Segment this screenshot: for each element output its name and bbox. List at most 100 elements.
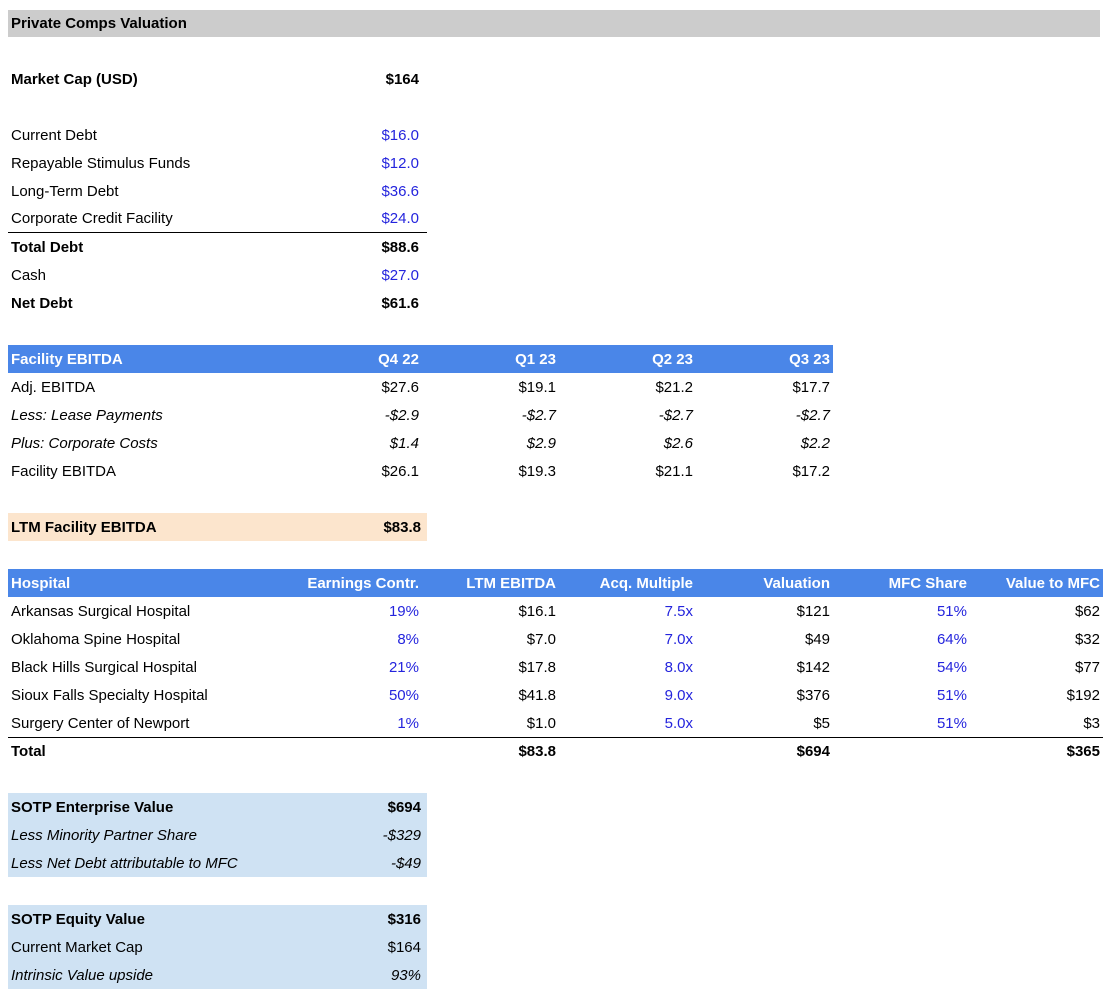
cell-value: $26.1: [381, 462, 419, 480]
cell-value: $2.9: [526, 434, 556, 452]
mfc-share-cell: 54%: [936, 658, 967, 676]
valuation-cell: $5: [813, 714, 830, 732]
net-debt-attributable-row: Less Net Debt attributable to MFC -$49: [8, 849, 427, 877]
spacer: [8, 37, 1110, 65]
acq-multiple-cell: 8.0x: [664, 658, 693, 676]
net-debt-row: Net Debt $61.6: [8, 289, 1110, 317]
debt-value: $12.0: [381, 154, 419, 172]
debt-row-credit-facility: Corporate Credit Facility $24.0: [8, 205, 427, 233]
ltm-ebitda-cell: $7.0: [526, 630, 556, 648]
facility-row-facility-ebitda: Facility EBITDA $26.1 $19.3 $21.1 $17.2: [8, 457, 1110, 485]
spacer: [8, 877, 1110, 905]
total-value-to-mfc: $365: [1066, 743, 1100, 760]
valuation-cell: $121: [796, 602, 830, 620]
column-header-earnings-contr: Earnings Contr.: [307, 574, 419, 592]
column-header-q3-23: Q3 23: [789, 350, 830, 368]
value-to-mfc-cell: $62: [1074, 602, 1100, 620]
column-header-q1-23: Q1 23: [515, 350, 556, 368]
hospital-row-black-hills: Black Hills Surgical Hospital 21% $17.8 …: [8, 653, 1110, 681]
hospital-row-arkansas: Arkansas Surgical Hospital 19% $16.1 7.5…: [8, 597, 1110, 625]
facility-row-label: Adj. EBITDA: [11, 378, 96, 396]
debt-value: $36.6: [381, 182, 419, 200]
market-cap-row: Market Cap (USD) $164: [8, 65, 1110, 93]
debt-label: Repayable Stimulus Funds: [11, 154, 191, 172]
intrinsic-value-upside-row: Intrinsic Value upside 93%: [8, 961, 427, 989]
minority-partner-share-value: -$329: [382, 826, 421, 844]
earnings-contr-cell: 19%: [388, 602, 419, 620]
ltm-facility-ebitda-value: $83.8: [383, 518, 421, 536]
mfc-share-cell: 64%: [936, 630, 967, 648]
total-valuation: $694: [796, 743, 830, 760]
hospital-name: Sioux Falls Specialty Hospital: [11, 686, 208, 704]
facility-row-label: Plus: Corporate Costs: [11, 434, 158, 452]
ltm-ebitda-cell: $17.8: [518, 658, 556, 676]
page-title: Private Comps Valuation: [11, 15, 187, 32]
cash-row: Cash $27.0: [8, 261, 1110, 289]
cell-value: $2.6: [663, 434, 693, 452]
debt-label: Current Debt: [11, 126, 97, 144]
intrinsic-value-upside-value: 93%: [390, 966, 421, 984]
net-debt-value: $61.6: [381, 294, 419, 312]
facility-row-lease-payments: Less: Lease Payments -$2.9 -$2.7 -$2.7 -…: [8, 401, 1110, 429]
sotp-equity-value: $316: [387, 910, 421, 928]
sotp-ev-value: $694: [387, 798, 421, 816]
intrinsic-value-upside-label: Intrinsic Value upside: [11, 966, 154, 984]
column-header-mfc-share: MFC Share: [888, 574, 967, 592]
cell-value: -$2.9: [384, 406, 419, 424]
ltm-facility-ebitda-row: LTM Facility EBITDA $83.8: [8, 513, 427, 541]
hospital-name: Oklahoma Spine Hospital: [11, 630, 181, 648]
cash-value: $27.0: [381, 266, 419, 284]
debt-value: $16.0: [381, 126, 419, 144]
acq-multiple-cell: 9.0x: [664, 686, 693, 704]
hospital-row-oklahoma: Oklahoma Spine Hospital 8% $7.0 7.0x $49…: [8, 625, 1110, 653]
cell-value: -$2.7: [521, 406, 556, 424]
column-header-q4-22: Q4 22: [378, 350, 419, 368]
spacer: [8, 541, 1110, 569]
cash-label: Cash: [11, 266, 47, 284]
debt-label: Long-Term Debt: [11, 182, 119, 200]
earnings-contr-cell: 1%: [397, 714, 419, 732]
cell-value: $19.3: [518, 462, 556, 480]
cell-value: $17.2: [792, 462, 830, 480]
current-market-cap-row: Current Market Cap $164: [8, 933, 427, 961]
valuation-cell: $376: [796, 686, 830, 704]
hospital-name: Arkansas Surgical Hospital: [11, 602, 191, 620]
hospital-name: Surgery Center of Newport: [11, 714, 190, 732]
total-debt-label: Total Debt: [11, 238, 84, 256]
mfc-share-cell: 51%: [936, 714, 967, 732]
column-header-value-to-mfc: Value to MFC: [1005, 574, 1100, 592]
cell-value: -$2.7: [658, 406, 693, 424]
earnings-contr-cell: 21%: [388, 658, 419, 676]
column-header-ltm-ebitda: LTM EBITDA: [466, 574, 556, 592]
debt-value: $24.0: [381, 210, 419, 227]
sotp-equity-value-box: SOTP Equity Value $316 Current Market Ca…: [8, 905, 1110, 989]
facility-row-adj-ebitda: Adj. EBITDA $27.6 $19.1 $21.2 $17.7: [8, 373, 1110, 401]
facility-row-label: Facility EBITDA: [11, 462, 117, 480]
cell-value: $21.1: [655, 462, 693, 480]
sotp-ev-label: SOTP Enterprise Value: [11, 798, 174, 816]
value-to-mfc-cell: $3: [1083, 714, 1100, 732]
column-header-q2-23: Q2 23: [652, 350, 693, 368]
facility-row-label: Less: Lease Payments: [11, 406, 163, 424]
value-to-mfc-cell: $192: [1066, 686, 1100, 704]
sotp-equity-label: SOTP Equity Value: [11, 910, 145, 928]
column-header-acq-multiple: Acq. Multiple: [599, 574, 693, 592]
title-bar: Private Comps Valuation: [8, 10, 1100, 37]
cell-value: $1.4: [389, 434, 419, 452]
hospital-total-row: Total $83.8 $694 $365: [8, 737, 1103, 765]
mfc-share-cell: 51%: [936, 686, 967, 704]
column-header-valuation: Valuation: [763, 574, 830, 592]
debt-row-long-term-debt: Long-Term Debt $36.6: [8, 177, 1110, 205]
facility-ebitda-header-row: Facility EBITDA Q4 22 Q1 23 Q2 23 Q3 23: [8, 345, 833, 373]
spacer: [8, 317, 1110, 345]
mfc-share-cell: 51%: [936, 602, 967, 620]
minority-partner-share-label: Less Minority Partner Share: [11, 826, 197, 844]
cell-value: -$2.7: [795, 406, 830, 424]
valuation-cell: $49: [804, 630, 830, 648]
spacer: [8, 485, 1110, 513]
ltm-ebitda-cell: $1.0: [526, 714, 556, 732]
debt-row-stimulus-funds: Repayable Stimulus Funds $12.0: [8, 149, 1110, 177]
net-debt-label: Net Debt: [11, 294, 73, 312]
debt-row-current-debt: Current Debt $16.0: [8, 121, 1110, 149]
